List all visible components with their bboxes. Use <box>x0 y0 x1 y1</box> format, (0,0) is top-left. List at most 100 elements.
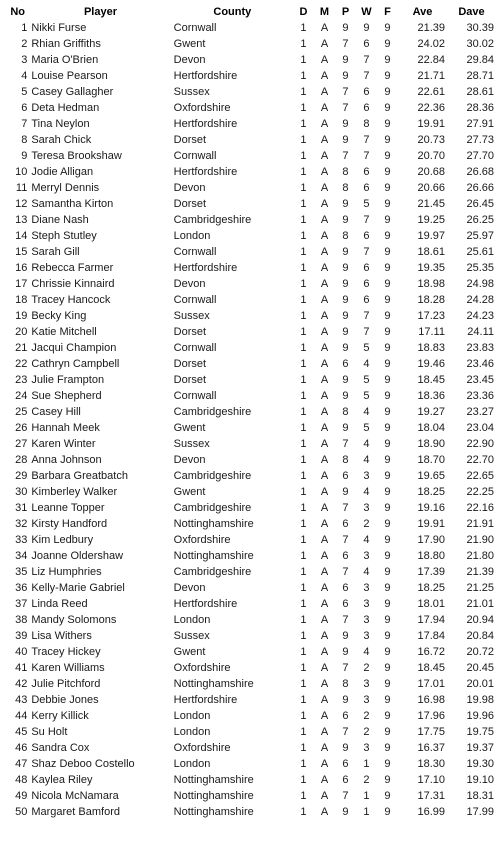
cell-no: 8 <box>6 132 29 148</box>
header-row: No Player County D M P W F Ave Dave <box>6 4 496 20</box>
cell-p: 9 <box>335 740 356 756</box>
cell-player: Barbara Greatbatch <box>29 468 171 484</box>
cell-dave: 20.72 <box>447 644 496 660</box>
cell-f: 9 <box>377 244 398 260</box>
cell-m: A <box>314 676 335 692</box>
cell-dave: 21.90 <box>447 532 496 548</box>
cell-d: 1 <box>293 372 314 388</box>
cell-dave: 21.01 <box>447 596 496 612</box>
cell-d: 1 <box>293 788 314 804</box>
cell-p: 8 <box>335 676 356 692</box>
cell-w: 2 <box>356 724 377 740</box>
cell-w: 6 <box>356 180 377 196</box>
cell-m: A <box>314 756 335 772</box>
col-d: D <box>293 4 314 20</box>
cell-d: 1 <box>293 580 314 596</box>
cell-ave: 18.28 <box>398 292 447 308</box>
cell-ave: 19.65 <box>398 468 447 484</box>
cell-m: A <box>314 420 335 436</box>
cell-f: 9 <box>377 196 398 212</box>
cell-w: 3 <box>356 500 377 516</box>
table-row: 26Hannah MeekGwent1A95918.0423.04 <box>6 420 496 436</box>
cell-no: 22 <box>6 356 29 372</box>
cell-dave: 27.70 <box>447 148 496 164</box>
cell-player: Chrissie Kinnaird <box>29 276 171 292</box>
cell-no: 37 <box>6 596 29 612</box>
cell-d: 1 <box>293 628 314 644</box>
cell-f: 9 <box>377 676 398 692</box>
table-row: 48Kaylea RileyNottinghamshire1A62917.101… <box>6 772 496 788</box>
table-row: 3Maria O'BrienDevon1A97922.8429.84 <box>6 52 496 68</box>
cell-ave: 20.68 <box>398 164 447 180</box>
cell-dave: 23.04 <box>447 420 496 436</box>
cell-w: 6 <box>356 164 377 180</box>
cell-d: 1 <box>293 148 314 164</box>
cell-w: 3 <box>356 628 377 644</box>
cell-no: 32 <box>6 516 29 532</box>
cell-d: 1 <box>293 212 314 228</box>
cell-dave: 28.36 <box>447 100 496 116</box>
cell-p: 7 <box>335 532 356 548</box>
table-row: 8Sarah ChickDorset1A97920.7327.73 <box>6 132 496 148</box>
cell-m: A <box>314 564 335 580</box>
cell-d: 1 <box>293 324 314 340</box>
table-row: 4Louise PearsonHertfordshire1A97921.7128… <box>6 68 496 84</box>
cell-f: 9 <box>377 740 398 756</box>
table-row: 5Casey GallagherSussex1A76922.6128.61 <box>6 84 496 100</box>
cell-dave: 24.11 <box>447 324 496 340</box>
cell-county: London <box>172 228 293 244</box>
cell-d: 1 <box>293 244 314 260</box>
cell-ave: 22.61 <box>398 84 447 100</box>
cell-player: Liz Humphries <box>29 564 171 580</box>
cell-d: 1 <box>293 740 314 756</box>
cell-d: 1 <box>293 420 314 436</box>
table-row: 1Nikki FurseCornwall1A99921.3930.39 <box>6 20 496 36</box>
cell-f: 9 <box>377 276 398 292</box>
cell-p: 8 <box>335 404 356 420</box>
cell-dave: 24.23 <box>447 308 496 324</box>
cell-ave: 17.39 <box>398 564 447 580</box>
cell-no: 4 <box>6 68 29 84</box>
cell-county: Cambridgeshire <box>172 212 293 228</box>
cell-f: 9 <box>377 260 398 276</box>
cell-county: Nottinghamshire <box>172 548 293 564</box>
table-row: 37Linda ReedHertfordshire1A63918.0121.01 <box>6 596 496 612</box>
cell-p: 6 <box>335 772 356 788</box>
cell-d: 1 <box>293 484 314 500</box>
cell-m: A <box>314 116 335 132</box>
cell-f: 9 <box>377 228 398 244</box>
cell-w: 3 <box>356 676 377 692</box>
table-row: 11Merryl DennisDevon1A86920.6626.66 <box>6 180 496 196</box>
cell-w: 2 <box>356 660 377 676</box>
cell-no: 33 <box>6 532 29 548</box>
cell-ave: 17.11 <box>398 324 447 340</box>
cell-d: 1 <box>293 676 314 692</box>
cell-d: 1 <box>293 564 314 580</box>
cell-dave: 21.25 <box>447 580 496 596</box>
cell-w: 7 <box>356 244 377 260</box>
cell-player: Jodie Alligan <box>29 164 171 180</box>
table-row: 19Becky KingSussex1A97917.2324.23 <box>6 308 496 324</box>
cell-county: Hertfordshire <box>172 260 293 276</box>
cell-d: 1 <box>293 532 314 548</box>
table-row: 41Karen WilliamsOxfordshire1A72918.4520.… <box>6 660 496 676</box>
cell-county: London <box>172 756 293 772</box>
cell-d: 1 <box>293 356 314 372</box>
cell-w: 6 <box>356 100 377 116</box>
cell-p: 6 <box>335 468 356 484</box>
cell-w: 6 <box>356 84 377 100</box>
cell-f: 9 <box>377 212 398 228</box>
cell-ave: 19.46 <box>398 356 447 372</box>
cell-f: 9 <box>377 164 398 180</box>
cell-f: 9 <box>377 580 398 596</box>
cell-w: 8 <box>356 116 377 132</box>
cell-d: 1 <box>293 660 314 676</box>
table-row: 20Katie MitchellDorset1A97917.1124.11 <box>6 324 496 340</box>
cell-player: Tracey Hancock <box>29 292 171 308</box>
cell-ave: 19.91 <box>398 116 447 132</box>
table-row: 17Chrissie KinnairdDevon1A96918.9824.98 <box>6 276 496 292</box>
cell-ave: 22.36 <box>398 100 447 116</box>
table-row: 21Jacqui ChampionCornwall1A95918.8323.83 <box>6 340 496 356</box>
cell-w: 2 <box>356 772 377 788</box>
cell-county: Hertfordshire <box>172 116 293 132</box>
